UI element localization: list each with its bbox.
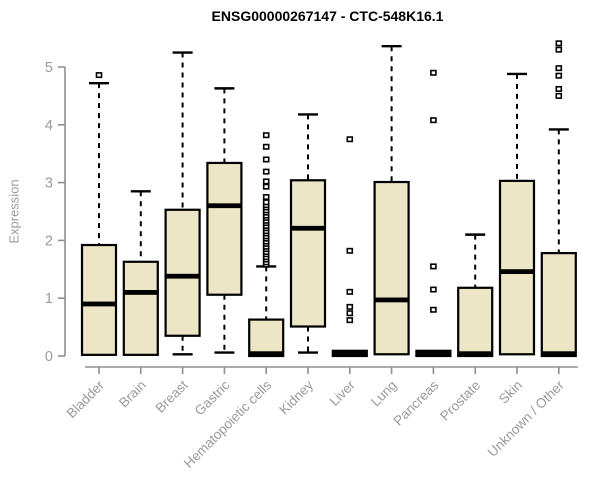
x-tick-label-liver: Liver — [327, 377, 359, 409]
box-hematopoietic-cells — [248, 318, 285, 358]
x-tick-label-pancreas: Pancreas — [391, 377, 442, 428]
median-gastric — [207, 203, 242, 209]
box-unknown-other — [540, 252, 577, 358]
outlier-pancreas — [430, 286, 437, 293]
box-prostate — [457, 286, 494, 358]
outlier-liver — [346, 288, 354, 295]
outlier-liver — [346, 310, 354, 317]
outlier-pancreas — [430, 263, 437, 270]
outlier-pancreas — [430, 306, 437, 313]
median-bladder — [82, 301, 116, 307]
outlier-hematopoietic-cells — [262, 143, 270, 150]
outlier-hematopoietic-cells — [262, 168, 270, 175]
y-tick-label: 2 — [45, 233, 53, 249]
median-kidney — [291, 225, 325, 231]
outlier-unknown-other — [555, 92, 563, 99]
x-tick-label-lung: Lung — [368, 378, 400, 410]
outlier-hematopoietic-cells — [262, 178, 270, 185]
outlier-liver — [346, 317, 354, 324]
outlier-unknown-other — [555, 40, 563, 47]
box-breast — [164, 208, 201, 337]
box-gastric — [206, 161, 243, 296]
outlier-pancreas — [430, 117, 437, 124]
outlier-hematopoietic-cells — [262, 156, 270, 163]
y-tick-label: 1 — [45, 291, 53, 307]
outlier-hematopoietic-cells — [262, 132, 270, 139]
x-tick-label-gastric: Gastric — [192, 377, 233, 418]
x-tick-label-breast: Breast — [153, 377, 191, 415]
outlier-liver — [346, 303, 354, 310]
outlier-bladder — [95, 72, 103, 79]
median-skin — [500, 269, 534, 275]
median-prostate — [458, 351, 493, 357]
outlier-liver — [346, 247, 354, 254]
x-tick-label-brain: Brain — [116, 378, 149, 411]
outlier-hematopoietic-cells — [262, 199, 270, 206]
box-brain — [122, 260, 159, 356]
box-lung — [373, 180, 410, 356]
y-tick-label: 5 — [45, 60, 53, 76]
y-tick-label: 0 — [45, 349, 53, 365]
box-skin — [498, 179, 536, 356]
outlier-pancreas — [430, 69, 437, 76]
y-tick-label: 4 — [45, 118, 53, 134]
x-tick-label-kidney: Kidney — [276, 377, 316, 417]
x-tick-label-bladder: Bladder — [64, 377, 108, 421]
x-tick-label-unknown-other: Unknown / Other — [485, 377, 568, 460]
median-liver — [332, 351, 367, 357]
outlier-unknown-other — [555, 65, 563, 72]
outlier-unknown-other — [555, 85, 563, 92]
box-bladder — [80, 243, 118, 356]
median-hematopoietic-cells — [249, 351, 284, 357]
box-kidney — [289, 179, 327, 328]
outlier-unknown-other — [555, 46, 563, 53]
median-pancreas — [416, 351, 451, 357]
median-unknown-other — [541, 351, 576, 357]
median-brain — [123, 290, 158, 295]
y-tick-label: 3 — [45, 176, 53, 192]
x-tick-label-prostate: Prostate — [437, 378, 483, 424]
median-breast — [165, 273, 200, 279]
outlier-hematopoietic-cells — [262, 183, 270, 190]
x-tick-label-skin: Skin — [496, 378, 525, 407]
outlier-unknown-other — [555, 72, 563, 79]
chart-title: ENSG00000267147 - CTC-548K16.1 — [211, 8, 444, 24]
median-lung — [374, 297, 409, 303]
outlier-hematopoietic-cells — [262, 194, 270, 201]
outlier-liver — [346, 136, 354, 143]
